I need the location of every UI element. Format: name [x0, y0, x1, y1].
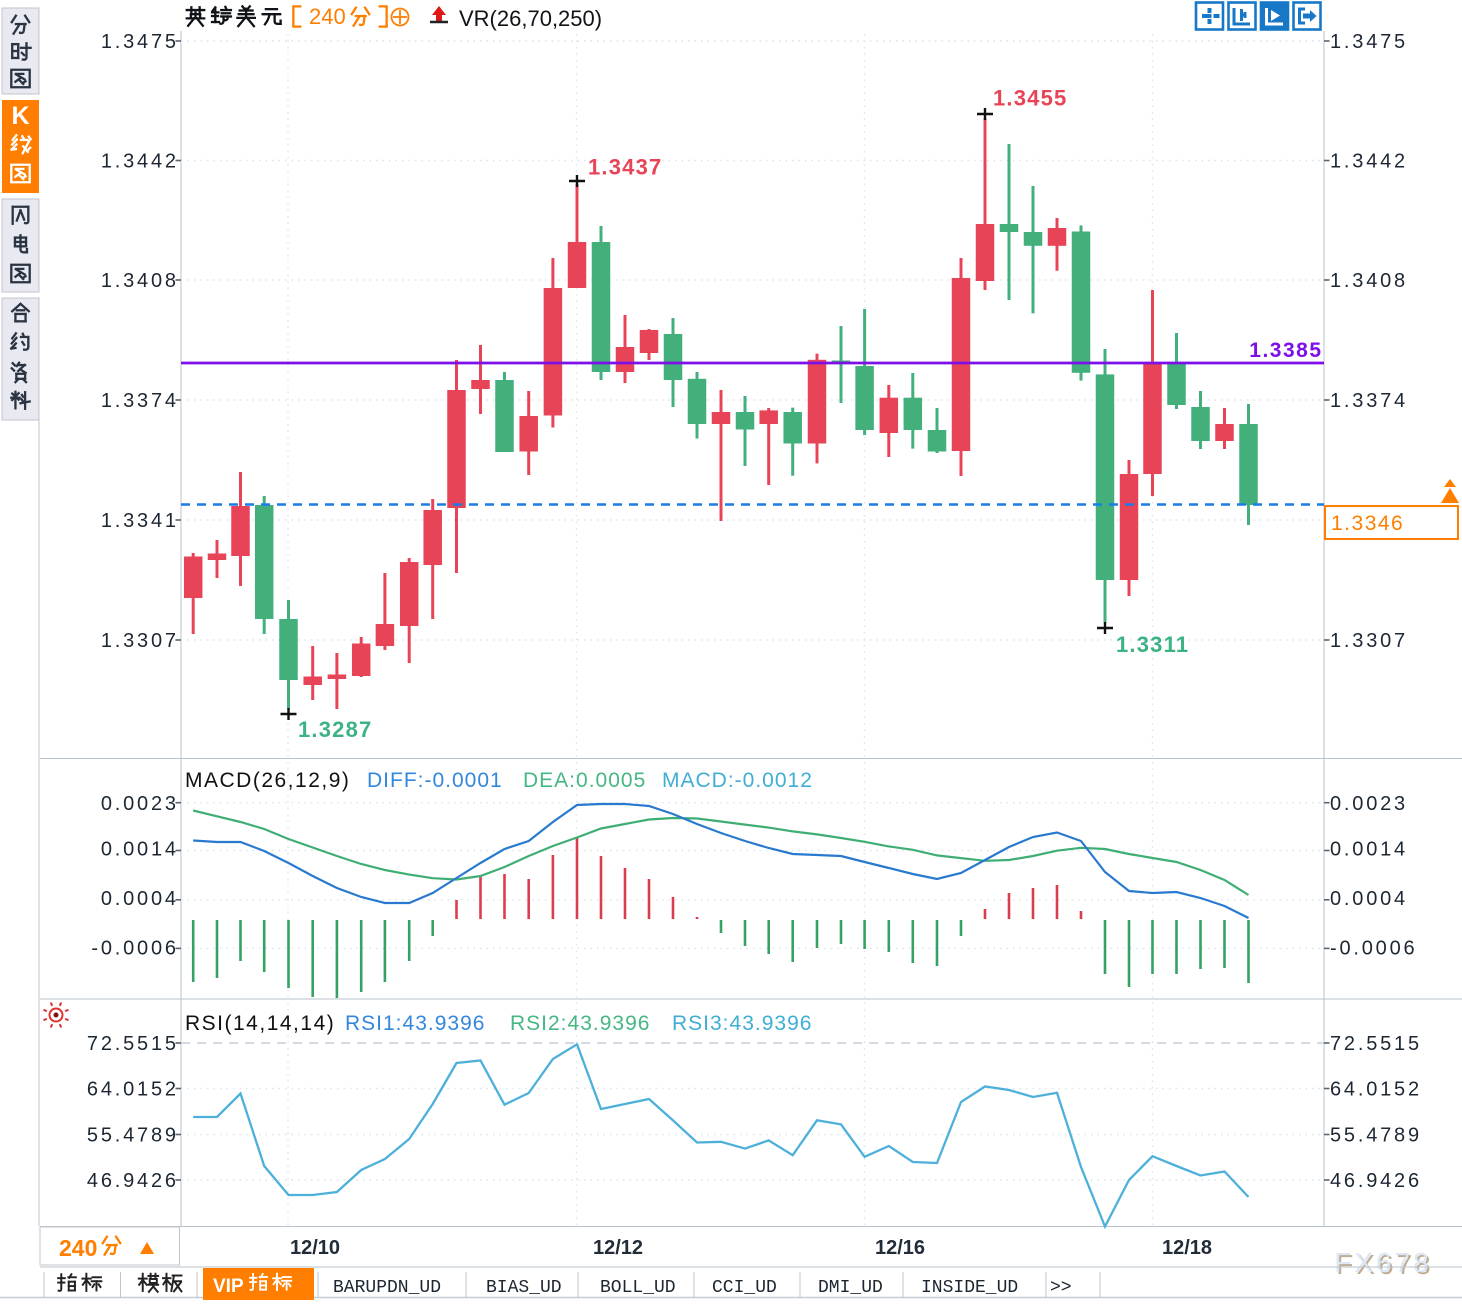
svg-text:1.3385: 1.3385: [1249, 339, 1322, 362]
svg-text:1.3455: 1.3455: [993, 86, 1068, 111]
svg-text:-0.0006: -0.0006: [91, 938, 178, 960]
svg-text:MACD:-0.0012: MACD:-0.0012: [662, 769, 813, 792]
svg-text:VIP: VIP: [213, 1276, 244, 1297]
svg-text:-0.0006: -0.0006: [1330, 938, 1417, 960]
svg-text:240: 240: [59, 1235, 97, 1261]
svg-text:55.4789: 55.4789: [1330, 1125, 1422, 1147]
svg-text:>>: >>: [1050, 1278, 1072, 1298]
svg-text:DIFF:-0.0001: DIFF:-0.0001: [367, 769, 503, 792]
svg-text:DEA:0.0005: DEA:0.0005: [523, 769, 646, 792]
svg-text:0.0004: 0.0004: [101, 888, 179, 910]
svg-text:MACD(26,12,9): MACD(26,12,9): [185, 769, 350, 792]
svg-text:BARUPDN_UD: BARUPDN_UD: [333, 1278, 441, 1298]
svg-text:BOLL_UD: BOLL_UD: [600, 1278, 676, 1298]
svg-text:0.0023: 0.0023: [101, 793, 179, 815]
svg-text:FX678: FX678: [1334, 1247, 1432, 1278]
svg-text:72.5515: 72.5515: [1330, 1033, 1422, 1055]
svg-text:RSI(14,14,14): RSI(14,14,14): [185, 1012, 335, 1035]
svg-text:1.3408: 1.3408: [1330, 270, 1408, 292]
svg-text:12/10: 12/10: [290, 1237, 340, 1259]
svg-text:1.3287: 1.3287: [298, 717, 373, 742]
svg-text:BIAS_UD: BIAS_UD: [486, 1278, 562, 1298]
svg-text:1.3341: 1.3341: [101, 510, 179, 532]
svg-text:RSI2:43.9396: RSI2:43.9396: [510, 1012, 650, 1035]
svg-text:12/18: 12/18: [1162, 1237, 1212, 1259]
svg-text:64.0152: 64.0152: [87, 1079, 179, 1101]
svg-text:VR(26,70,250): VR(26,70,250): [459, 6, 602, 31]
svg-text:12/16: 12/16: [875, 1237, 925, 1259]
svg-text:K: K: [11, 102, 29, 130]
svg-text:1.3374: 1.3374: [101, 390, 179, 412]
svg-text:0.0014: 0.0014: [1330, 839, 1408, 861]
svg-text:1.3475: 1.3475: [101, 31, 179, 53]
svg-text:0.0004: 0.0004: [1330, 888, 1408, 910]
svg-text:0.0023: 0.0023: [1330, 793, 1408, 815]
svg-text:1.3442: 1.3442: [101, 151, 179, 173]
svg-text:1.3346: 1.3346: [1331, 512, 1404, 535]
svg-text:DMI_UD: DMI_UD: [818, 1278, 883, 1298]
svg-text:1.3437: 1.3437: [588, 155, 663, 180]
svg-text:FX678: FX678: [1336, 1249, 1434, 1280]
svg-text:1.3475: 1.3475: [1330, 31, 1408, 53]
svg-text:64.0152: 64.0152: [1330, 1079, 1422, 1101]
svg-text:1.3311: 1.3311: [1116, 632, 1189, 657]
svg-text:CCI_UD: CCI_UD: [712, 1278, 777, 1298]
svg-text:46.9426: 46.9426: [1330, 1170, 1422, 1192]
svg-text:12/12: 12/12: [593, 1237, 643, 1259]
svg-text:1.3374: 1.3374: [1330, 390, 1408, 412]
svg-text:RSI1:43.9396: RSI1:43.9396: [345, 1012, 485, 1035]
svg-text:1.3307: 1.3307: [101, 630, 179, 652]
svg-text:0.0014: 0.0014: [101, 839, 179, 861]
svg-text:72.5515: 72.5515: [87, 1033, 179, 1055]
svg-text:RSI3:43.9396: RSI3:43.9396: [672, 1012, 812, 1035]
svg-text:INSIDE_UD: INSIDE_UD: [921, 1278, 1018, 1298]
svg-text:55.4789: 55.4789: [87, 1125, 179, 1147]
svg-text:46.9426: 46.9426: [87, 1170, 179, 1192]
svg-text:1.3307: 1.3307: [1330, 630, 1408, 652]
svg-text:1.3442: 1.3442: [1330, 151, 1408, 173]
svg-text:1.3408: 1.3408: [101, 270, 179, 292]
svg-text:240: 240: [309, 4, 346, 29]
